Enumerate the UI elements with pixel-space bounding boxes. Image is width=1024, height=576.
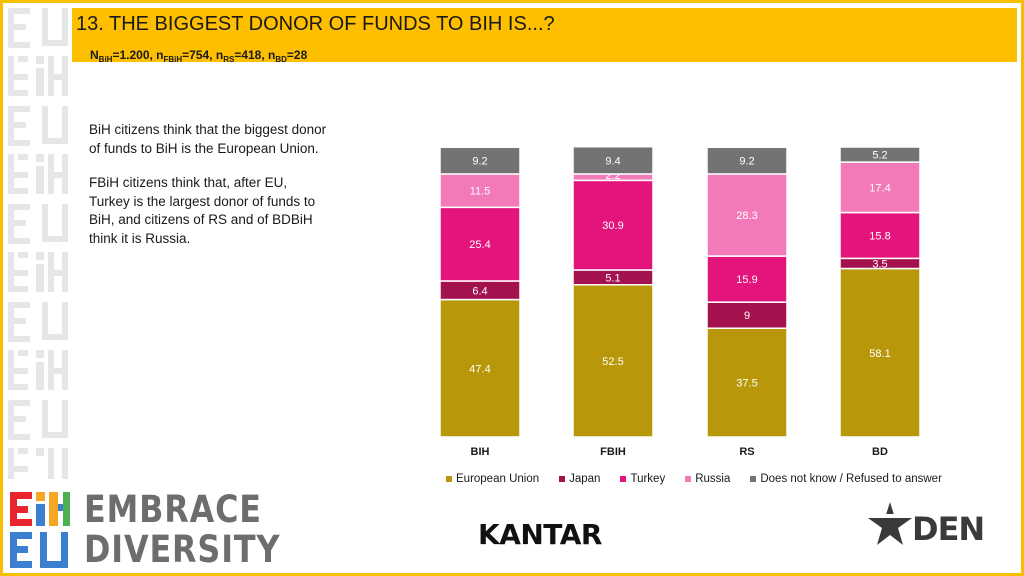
data-label-rs-russia: 28.3 [736,210,757,222]
sample-sub-fbih: FBiH [163,55,183,64]
data-label-rs-does-not-know-refused-to-answer: 9.2 [739,156,754,168]
category-label-fbih: FBIH [600,446,626,458]
den-wordmark: DEN [912,510,985,548]
summary-paragraph-2: FBiH citizens think that, after EU, Turk… [89,175,316,246]
data-label-bd-turkey: 15.8 [869,230,890,242]
bar-segment-bd-turkey [839,211,921,260]
category-label-bih: BIH [471,446,490,458]
legend-item-japan: Japan [559,473,600,485]
legend-label: Russia [695,473,731,485]
embrace-diversity-logo [10,492,70,568]
kantar-wordmark: KANTAR [478,518,602,551]
category-label-bd: BD [872,446,888,458]
bar-segment-fbih-european-union [572,284,654,438]
legend-label: European Union [456,473,540,485]
legend-item-turkey: Turkey [620,473,665,485]
sample-value-bih: =1.200, n [112,48,164,62]
bar-segment-bih-turkey [439,206,521,282]
category-label-rs: RS [739,446,754,458]
data-label-bih-russia: 11.5 [470,186,491,198]
legend-item-does-not-know-refused-to-answer: Does not know / Refused to answer [750,473,942,485]
bar-segment-bih-does-not-know-refused-to-answer [439,146,521,175]
data-label-fbih-european-union: 52.5 [602,356,623,368]
sample-size-note: NBiH=1.200, nFBiH=754, nRS=418, nBD=28 [90,48,307,64]
sample-n: N [90,48,99,62]
embrace-line-1: EMBRACE [84,488,262,531]
data-label-bd-russia: 17.4 [869,182,890,194]
sample-value-rs: =418, n [234,48,276,62]
legend-label: Does not know / Refused to answer [760,473,942,485]
den-star-icon [868,502,912,545]
legend-swatch [559,476,566,482]
legend-item-european-union: European Union [446,473,539,485]
bar-segment-bd-russia [839,161,921,214]
bar-segment-bd-does-not-know-refused-to-answer [839,146,921,163]
data-label-fbih-does-not-know-refused-to-answer: 9.4 [605,155,620,167]
stacked-bar-chart: 47.46.425.411.59.2BIH52.55.130.92.29.4FB… [439,145,921,458]
chart-legend: European Union Japan Turkey Russia Does not … [446,473,942,485]
bar-segment-fbih-turkey [572,179,654,271]
data-label-bd-does-not-know-refused-to-answer: 5.2 [872,150,887,162]
decorative-letter-strip [8,8,68,479]
data-label-fbih-japan: 5.1 [605,272,620,284]
data-label-bih-turkey: 25.4 [469,239,490,251]
data-label-bih-does-not-know-refused-to-answer: 9.2 [472,156,487,168]
data-label-bih-japan: 6.4 [472,285,487,297]
summary-text: BiH citizens think that the biggest dono… [89,121,329,264]
legend-label: Turkey [630,473,666,485]
bar-segment-bih-russia [439,173,521,209]
bar-segment-rs-does-not-know-refused-to-answer [706,146,788,175]
data-label-fbih-turkey: 30.9 [602,220,623,232]
sample-sub-rs: RS [223,55,235,64]
data-label-rs-japan: 9 [744,310,750,322]
bar-segment-rs-russia [706,173,788,257]
sample-value-fbih: =754, n [182,48,224,62]
data-label-bd-european-union: 58.1 [869,348,890,360]
sample-sub-bih: BiH [98,55,113,64]
data-label-rs-european-union: 37.5 [736,378,757,390]
legend-swatch [685,476,692,482]
bar-segment-bih-european-union [439,298,521,438]
data-label-rs-turkey: 15.9 [736,274,757,286]
embrace-diversity-wordmark: EMBRACE DIVERSITY [84,490,280,570]
legend-swatch [446,476,452,482]
legend-swatch [620,476,627,482]
embrace-line-2: DIVERSITY [84,528,281,571]
sample-value-bd: =28 [286,48,308,62]
legend-label: Japan [569,473,601,485]
title-bar: 13. THE BIGGEST DONOR OF FUNDS TO BIH IS… [72,8,1017,64]
bar-segment-rs-japan [706,301,788,329]
bar-segment-bd-european-union [839,267,921,438]
bar-segment-fbih-does-not-know-refused-to-answer [572,145,654,175]
legend-item-russia: Russia [685,473,730,485]
summary-paragraph-1: BiH citizens think that the biggest dono… [89,122,327,156]
page-title: 13. THE BIGGEST DONOR OF FUNDS TO BIH IS… [76,13,555,35]
kantar-logo: KANTAR [478,518,602,551]
data-label-bih-european-union: 47.4 [469,363,490,375]
data-label-bd-japan: 3.5 [872,258,887,270]
legend-swatch [750,476,757,482]
sample-sub-bd: BD [275,55,287,64]
